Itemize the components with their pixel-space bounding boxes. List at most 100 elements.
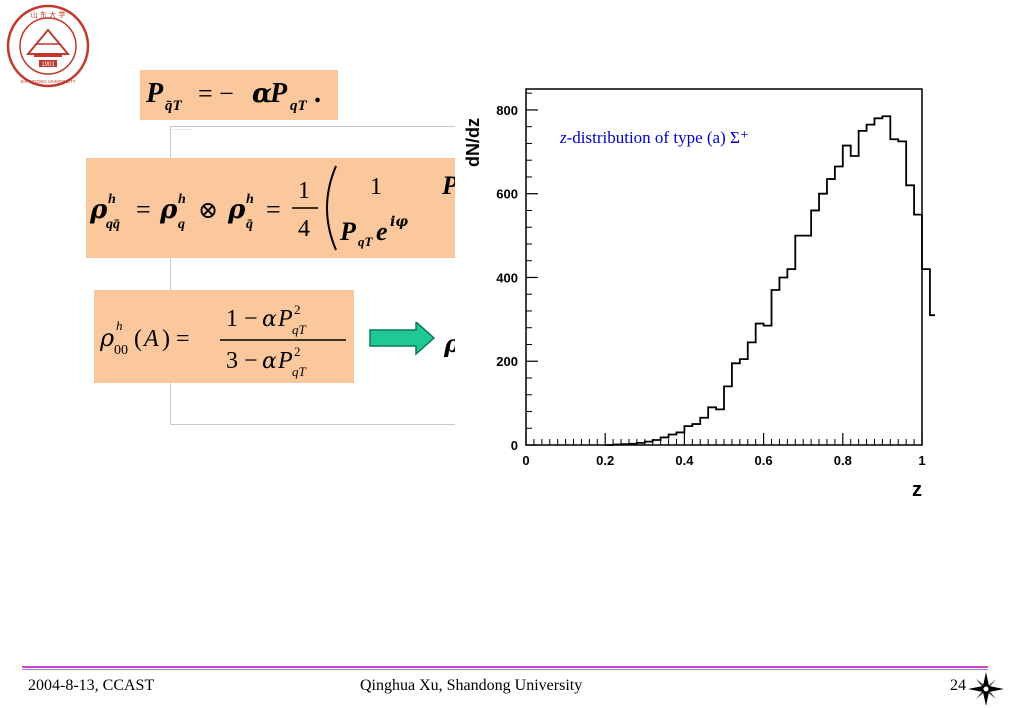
histogram-bin <box>700 418 708 445</box>
svg-text:2: 2 <box>294 344 301 359</box>
y-tick-label: 800 <box>496 103 518 118</box>
embedded-figure-caption: ~ ~~ ~~~ ~~~~ <box>172 127 193 131</box>
x-tick-label: 0.8 <box>834 453 852 468</box>
compass-star-icon <box>968 672 1004 706</box>
equation-rho00: ρ h 00 ( A ) = 1 − α P 2 qT 3 − α P 2 qT <box>99 302 346 379</box>
footer-date: 2004-8-13, CCAST <box>28 677 155 694</box>
equation-density-matrix: ρ h qq̄ = ρ h q ⊗ ρ h q̄ = 1 4 1 P P qT … <box>89 165 459 251</box>
svg-text:SHANDONG UNIVERSITY: SHANDONG UNIVERSITY <box>20 79 75 84</box>
page-number: 24 <box>950 677 966 694</box>
z-distribution-chart: z-distribution of type (a) Σ⁺ dN/dz z 0 2… <box>455 78 946 508</box>
y-axis-label: dN/dz <box>463 118 483 167</box>
histogram-bin <box>795 236 803 445</box>
histogram-bin <box>764 326 772 445</box>
svg-text:ρ: ρ <box>227 195 246 225</box>
histogram-bin <box>843 146 851 445</box>
svg-text:q̄T: q̄T <box>165 98 183 114</box>
svg-text:00: 00 <box>114 343 128 358</box>
histogram-bin <box>859 131 867 445</box>
svg-text:qq̄: qq̄ <box>106 217 120 232</box>
histogram-bin <box>835 166 843 445</box>
svg-text:P: P <box>277 306 293 332</box>
footer-divider-secondary <box>22 669 988 670</box>
y-tick-label: 0 <box>511 438 518 453</box>
histogram-bin <box>914 215 922 445</box>
svg-text:qT: qT <box>358 234 374 249</box>
histogram-bin <box>692 424 700 445</box>
svg-text:α: α <box>252 79 272 109</box>
svg-text:P: P <box>339 217 357 246</box>
svg-text:α: α <box>262 349 277 374</box>
chart-title: z-distribution of type (a) Σ⁺ <box>559 128 749 147</box>
histogram-bin <box>890 139 898 445</box>
histogram-bin <box>930 315 935 445</box>
svg-text:P: P <box>277 348 293 374</box>
x-tick-label: 0.6 <box>755 453 773 468</box>
svg-text:山 东 大 学: 山 东 大 学 <box>31 10 66 19</box>
svg-text:4: 4 <box>298 216 310 242</box>
svg-text:qT: qT <box>290 98 308 114</box>
histogram-bin <box>661 437 669 445</box>
x-tick-label: 1 <box>918 453 925 468</box>
histogram-line <box>605 115 946 446</box>
histogram-bin <box>803 236 811 445</box>
svg-text:h: h <box>178 192 186 207</box>
svg-text:1: 1 <box>370 174 382 200</box>
svg-text:h: h <box>116 318 123 333</box>
histogram-bin <box>676 432 684 445</box>
histogram-bin <box>867 125 875 445</box>
equation-density-matrix-box: ρ h qq̄ = ρ h q ⊗ ρ h q̄ = 1 4 1 P P qT … <box>86 158 461 258</box>
x-tick-label: 0.2 <box>596 453 614 468</box>
svg-text:= −: = − <box>198 79 234 108</box>
x-axis-label: z <box>912 479 922 501</box>
svg-text:⊗: ⊗ <box>198 196 218 224</box>
histogram-bin <box>827 179 835 445</box>
svg-text:1 −: 1 − <box>226 306 258 332</box>
x-tick-label: 0.4 <box>675 453 694 468</box>
svg-text:qT: qT <box>292 364 307 379</box>
svg-text:q: q <box>178 217 185 232</box>
svg-text:iφ: iφ <box>390 214 408 230</box>
svg-text:1: 1 <box>298 178 310 204</box>
svg-text:ρ: ρ <box>99 324 114 352</box>
y-tick-label: 400 <box>496 270 518 285</box>
histogram-bin <box>898 141 906 445</box>
histogram-bin <box>922 269 930 445</box>
histogram-svg: z-distribution of type (a) Σ⁺ dN/dz z 0 2… <box>463 88 946 501</box>
histogram-bin <box>645 442 653 445</box>
svg-text:ρ: ρ <box>443 329 458 358</box>
histogram-bin <box>756 324 764 445</box>
histogram-bin <box>882 116 890 445</box>
histogram-bin <box>787 269 795 445</box>
svg-text:qT: qT <box>292 322 307 337</box>
histogram-bin <box>851 156 859 445</box>
histogram-bin <box>716 409 724 445</box>
shandong-university-logo: 1901 山 东 大 学 SHANDONG UNIVERSITY <box>6 4 90 88</box>
histogram-bin <box>637 443 645 445</box>
x-tick-label: 0 <box>522 453 529 468</box>
histogram-bin <box>740 359 748 445</box>
svg-text:ρ: ρ <box>89 195 108 225</box>
svg-text:(: ( <box>134 326 142 352</box>
svg-text:α: α <box>262 307 277 332</box>
svg-text:P: P <box>145 78 164 109</box>
histogram-bin <box>779 277 787 445</box>
equation-polarization-box: P q̄T = − α P qT . <box>140 70 338 120</box>
svg-text:e: e <box>376 217 388 246</box>
footer-author: Qinghua Xu, Shandong University <box>360 677 583 694</box>
svg-text:A: A <box>142 326 159 352</box>
histogram-bin <box>684 426 692 445</box>
svg-text:P: P <box>441 171 459 200</box>
svg-text:q̄: q̄ <box>246 217 253 232</box>
histogram-bin <box>621 444 629 445</box>
histogram-bin <box>629 444 637 445</box>
histogram-bin <box>748 342 756 445</box>
histogram-bin <box>819 194 827 445</box>
equation-polarization: P q̄T = − α P qT . <box>145 78 321 114</box>
y-tick-label: 600 <box>496 187 518 202</box>
histogram-bin <box>906 185 914 445</box>
y-tick-label: 200 <box>496 354 518 369</box>
right-arrow-icon: ρ <box>369 322 458 358</box>
svg-text:.: . <box>314 78 321 109</box>
svg-text:) =: ) = <box>162 326 190 352</box>
